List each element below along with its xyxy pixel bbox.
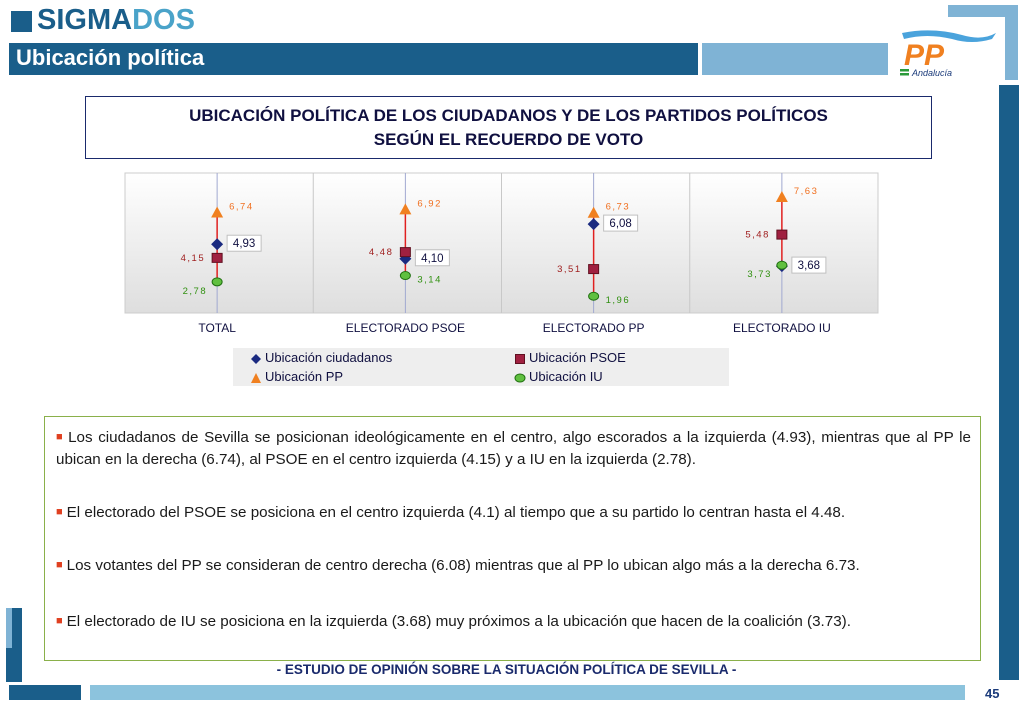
data-label-psoe: 3,51: [557, 264, 582, 275]
bullet-item: ■ Los ciudadanos de Sevilla se posicionan…: [56, 426, 971, 471]
brand-logo-part1: SIGMA: [37, 4, 133, 36]
data-label-psoe: 5,48: [745, 230, 770, 241]
legend-item-pp: Ubicación PP: [251, 369, 344, 384]
square-icon: [515, 354, 525, 364]
legend-label-pp: Ubicación PP: [265, 369, 344, 384]
brand-logo-part2: DOS: [132, 4, 195, 36]
data-label-box: [414, 249, 450, 267]
data-label-box: [603, 214, 639, 232]
decor-bar-bottom-light: [90, 685, 965, 700]
data-label-pp: 6,74: [229, 202, 254, 213]
data-point-pp: [211, 206, 224, 218]
gull-icon: [902, 30, 996, 42]
bullet-text: El electorado del PSOE se posiciona en e…: [66, 504, 846, 521]
decor-stripe-top: [948, 5, 1018, 17]
page-number: 45: [985, 686, 1000, 701]
brand-logo: SIGMADOS: [37, 4, 195, 37]
page-title: Ubicación política: [16, 45, 205, 70]
decor-stripe-right-top: [1005, 5, 1018, 80]
category-label: TOTAL: [198, 321, 236, 335]
data-label-ciudadanos: 6,08: [609, 218, 631, 230]
legend-item-psoe: Ubicación PSOE: [515, 350, 626, 365]
data-label-box: [791, 256, 827, 274]
circle-icon: [514, 373, 526, 383]
data-point-psoe: [776, 229, 788, 240]
legend-label-ciudadanos: Ubicación ciudadanos: [265, 350, 393, 365]
data-point-psoe: [588, 264, 600, 275]
data-label-pp: 6,73: [606, 202, 631, 213]
data-point-psoe: [399, 247, 411, 258]
triangle-icon: [251, 373, 261, 383]
bullet-square-icon: ■: [56, 615, 63, 627]
chart-title-box: UBICACIÓN POLÍTICA DE LOS CIUDADANOS Y D…: [85, 96, 932, 159]
data-label-psoe: 4,15: [181, 253, 206, 264]
data-point-iu: [211, 277, 223, 287]
data-point-iu: [399, 271, 411, 281]
party-logo-subtext: Andalucía: [911, 68, 952, 78]
decor-bar-right: [999, 85, 1019, 680]
data-point-iu: [776, 260, 788, 270]
chart-legend: Ubicación ciudadanos Ubicación PSOE Ubic…: [233, 348, 729, 386]
bullet-item: ■ El electorado del PSOE se posiciona en …: [56, 501, 971, 524]
category-label: ELECTORADO IU: [733, 321, 831, 335]
legend-label-psoe: Ubicación PSOE: [529, 350, 626, 365]
data-point-ciudadanos: [587, 218, 600, 231]
summary-box: ■ Los ciudadanos de Sevilla se posicionan…: [44, 416, 981, 661]
data-point-psoe: [211, 252, 223, 263]
data-label-ciudadanos: 4,93: [233, 238, 255, 250]
decor-bar-left-light: [6, 608, 12, 648]
title-bar-accent: [702, 43, 888, 75]
decor-bar-bottom-dark: [9, 685, 81, 700]
data-label-iu: 3,73: [747, 269, 772, 280]
legend-item-iu: Ubicación IU: [514, 369, 603, 384]
diamond-icon: [251, 354, 261, 364]
data-label-iu: 1,96: [606, 295, 631, 306]
bullet-square-icon: ■: [56, 506, 63, 518]
data-label-iu: 2,78: [183, 286, 208, 297]
data-label-box: [226, 234, 262, 252]
category-label: ELECTORADO PSOE: [346, 321, 465, 335]
data-label-psoe: 4,48: [369, 247, 394, 258]
bullet-item: ■ Los votantes del PP se consideran de ce…: [56, 554, 971, 577]
data-point-pp: [399, 203, 412, 215]
chart: TOTAL ELECTORADO PSOE ELECTORADO PP ELECTOR…: [124, 172, 879, 335]
data-label-iu: 3,14: [417, 275, 442, 286]
data-label-ciudadanos: 4,10: [421, 253, 443, 265]
logo-square-icon: [11, 11, 32, 32]
bullet-item: ■ El electorado de IU se posiciona en la …: [56, 610, 971, 633]
category-label: ELECTORADO PP: [543, 321, 645, 335]
title-bar: [9, 43, 698, 75]
bullet-text: Los votantes del PP se consideran de cen…: [66, 557, 860, 574]
data-point-iu: [588, 291, 600, 301]
chart-title-line2: SEGÚN EL RECUERDO DE VOTO: [373, 130, 644, 149]
data-label-ciudadanos: 3,68: [798, 260, 820, 272]
bullet-square-icon: ■: [56, 431, 65, 443]
chart-title-line1: UBICACIÓN POLÍTICA DE LOS CIUDADANOS Y D…: [189, 106, 828, 125]
party-logo: PP Andalucía: [892, 25, 1000, 80]
bullet-square-icon: ■: [56, 559, 63, 571]
bullet-text: El electorado de IU se posiciona en la i…: [66, 613, 851, 630]
data-point-ciudadanos: [211, 238, 224, 251]
data-label-pp: 6,92: [417, 198, 442, 209]
legend-item-ciudadanos: Ubicación ciudadanos: [251, 350, 393, 365]
party-logo-text: PP: [904, 39, 945, 72]
legend-label-iu: Ubicación IU: [529, 369, 603, 384]
data-label-pp: 7,63: [794, 186, 819, 197]
data-point-pp: [775, 190, 788, 202]
data-point-pp: [587, 206, 600, 218]
footer-text: - ESTUDIO DE OPINIÓN SOBRE LA SITUACIÓN …: [276, 662, 737, 677]
bullet-text: Los ciudadanos de Sevilla se posicionan …: [56, 429, 971, 468]
